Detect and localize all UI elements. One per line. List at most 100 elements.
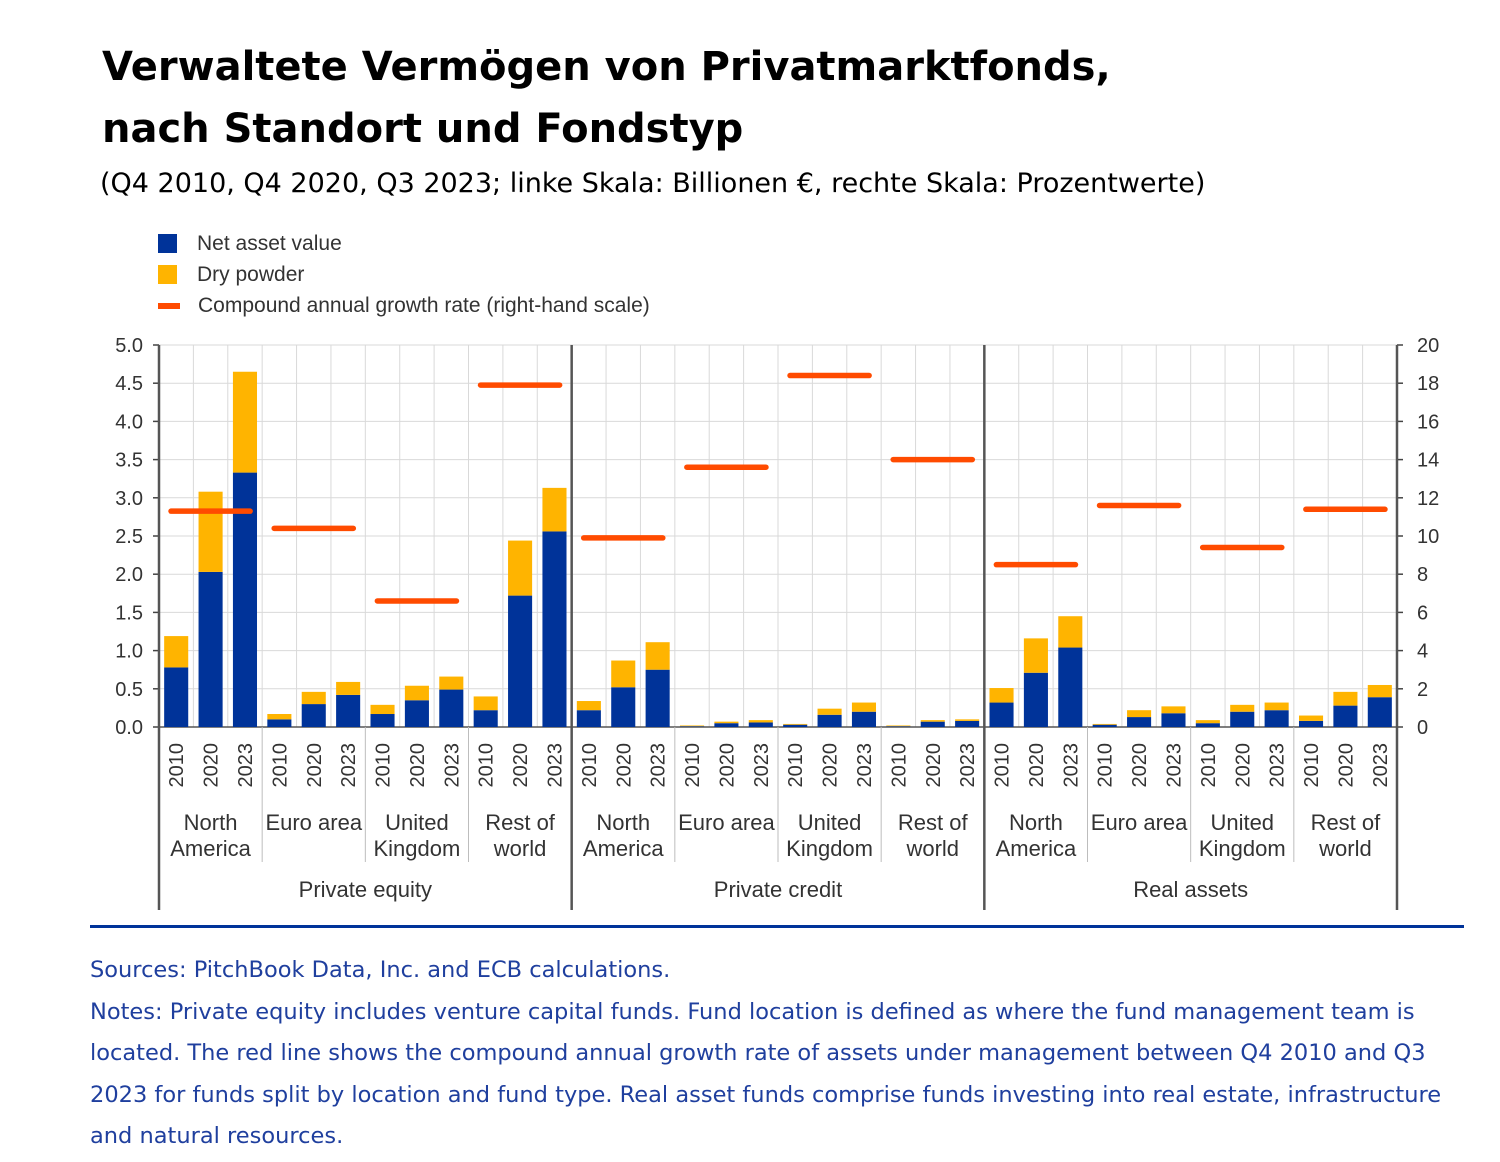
legend-swatch-dry-powder bbox=[158, 265, 177, 284]
y-left-tick-label: 0.5 bbox=[115, 679, 143, 701]
x-tick-label-year: 2020 bbox=[716, 743, 738, 788]
bar-net-asset-value bbox=[267, 719, 292, 727]
bar-net-asset-value bbox=[164, 667, 189, 727]
x-tick-label-year: 2023 bbox=[1060, 743, 1082, 788]
bar-dry-powder bbox=[1195, 720, 1220, 724]
y-left-tick-label: 4.5 bbox=[115, 373, 143, 395]
legend-label-nav: Net asset value bbox=[197, 231, 342, 255]
bar-net-asset-value bbox=[1161, 713, 1186, 727]
bar-dry-powder bbox=[886, 725, 911, 727]
x-tick-label-year: 2010 bbox=[1198, 743, 1220, 788]
bar-net-asset-value bbox=[439, 689, 464, 727]
x-tick-label-year: 2020 bbox=[1026, 743, 1048, 788]
region-label: North bbox=[596, 810, 650, 835]
y-left-tick-label: 2.5 bbox=[115, 526, 143, 548]
x-tick-label-year: 2023 bbox=[1163, 743, 1185, 788]
region-label: world bbox=[493, 836, 547, 861]
bar-dry-powder bbox=[645, 642, 670, 670]
bar-dry-powder bbox=[404, 685, 429, 701]
bar-dry-powder bbox=[783, 723, 808, 725]
bar-dry-powder bbox=[267, 714, 292, 720]
bar-dry-powder bbox=[920, 720, 945, 722]
fund-type-label: Real assets bbox=[1133, 877, 1248, 902]
bar-net-asset-value bbox=[1023, 672, 1048, 727]
bar-net-asset-value bbox=[1195, 723, 1220, 727]
bar-dry-powder bbox=[817, 708, 842, 715]
x-tick-label-year: 2010 bbox=[888, 743, 910, 788]
legend-swatch-cagr bbox=[158, 302, 180, 309]
bar-dry-powder bbox=[576, 701, 601, 711]
y-right-tick-label: 10 bbox=[1417, 526, 1439, 548]
x-tick-label-year: 2023 bbox=[338, 743, 360, 788]
x-tick-label-year: 2010 bbox=[476, 743, 498, 788]
bar-net-asset-value bbox=[473, 710, 498, 727]
x-tick-label-year: 2023 bbox=[235, 743, 257, 788]
y-right-tick-label: 8 bbox=[1417, 564, 1428, 586]
y-right-tick-label: 2 bbox=[1417, 679, 1428, 701]
bar-dry-powder bbox=[1161, 706, 1186, 714]
x-tick-label-year: 2020 bbox=[201, 743, 223, 788]
bar-net-asset-value bbox=[989, 702, 1014, 727]
bar-net-asset-value bbox=[542, 531, 567, 727]
bar-net-asset-value bbox=[404, 700, 429, 727]
bar-net-asset-value bbox=[1230, 711, 1255, 727]
x-tick-label-year: 2023 bbox=[957, 743, 979, 788]
bar-dry-powder bbox=[370, 704, 395, 715]
bar-net-asset-value bbox=[748, 722, 773, 727]
y-left-tick-label: 3.0 bbox=[115, 488, 143, 510]
region-label: Kingdom bbox=[373, 836, 460, 861]
region-label: Kingdom bbox=[1199, 836, 1286, 861]
y-right-tick-label: 14 bbox=[1417, 450, 1439, 472]
title-line-1: Verwaltete Vermögen von Privatmarktfonds… bbox=[102, 44, 1111, 90]
bar-dry-powder bbox=[1058, 616, 1083, 648]
bar-net-asset-value bbox=[1127, 717, 1152, 727]
x-tick-label-year: 2010 bbox=[1301, 743, 1323, 788]
y-left-tick-label: 4.0 bbox=[115, 411, 143, 433]
bar-net-asset-value bbox=[1333, 705, 1358, 727]
x-tick-label-year: 2023 bbox=[1267, 743, 1289, 788]
region-label: Euro area bbox=[1091, 810, 1188, 835]
y-right-tick-label: 12 bbox=[1417, 488, 1439, 510]
bar-dry-powder bbox=[1333, 691, 1358, 706]
x-tick-label-year: 2023 bbox=[1370, 743, 1392, 788]
x-tick-label-year: 2010 bbox=[166, 743, 188, 788]
x-tick-label-year: 2010 bbox=[579, 743, 601, 788]
x-tick-label-year: 2010 bbox=[785, 743, 807, 788]
region-label: world bbox=[1318, 836, 1372, 861]
x-tick-label-year: 2023 bbox=[648, 743, 670, 788]
fund-type-label: Private credit bbox=[714, 877, 842, 902]
bar-net-asset-value bbox=[783, 724, 808, 727]
bar-net-asset-value bbox=[645, 669, 670, 727]
bar-net-asset-value bbox=[920, 721, 945, 727]
bar-dry-powder bbox=[679, 725, 705, 727]
x-tick-label-year: 2020 bbox=[613, 743, 635, 788]
region-label: America bbox=[170, 836, 251, 861]
bar-net-asset-value bbox=[1058, 647, 1083, 727]
sources-text: Sources: PitchBook Data, Inc. and ECB ca… bbox=[90, 957, 671, 983]
bar-net-asset-value bbox=[370, 714, 395, 727]
bar-net-asset-value bbox=[714, 723, 739, 727]
bar-dry-powder bbox=[1298, 715, 1324, 721]
x-tick-label-year: 2023 bbox=[854, 743, 876, 788]
x-tick-label-year: 2023 bbox=[544, 743, 566, 788]
bar-dry-powder bbox=[1264, 702, 1289, 711]
region-label: United bbox=[385, 810, 449, 835]
y-right-tick-label: 16 bbox=[1417, 411, 1439, 433]
bar-dry-powder bbox=[508, 540, 533, 596]
legend-item-dry-powder: Dry powder bbox=[158, 259, 650, 290]
region-label: Rest of bbox=[898, 810, 969, 835]
bar-net-asset-value bbox=[508, 595, 533, 727]
bar-net-asset-value bbox=[1264, 710, 1289, 727]
bar-dry-powder bbox=[542, 487, 567, 532]
x-tick-label-year: 2020 bbox=[510, 743, 532, 788]
bar-dry-powder bbox=[748, 720, 773, 723]
region-label: Euro area bbox=[265, 810, 362, 835]
x-tick-label-year: 2023 bbox=[441, 743, 463, 788]
fund-type-label: Private equity bbox=[299, 877, 432, 902]
x-tick-label-year: 2020 bbox=[923, 743, 945, 788]
bar-net-asset-value bbox=[955, 720, 980, 727]
bar-net-asset-value bbox=[301, 704, 326, 727]
x-tick-label-year: 2010 bbox=[1095, 743, 1117, 788]
region-label: North bbox=[184, 810, 238, 835]
y-left-tick-label: 1.0 bbox=[115, 641, 143, 663]
